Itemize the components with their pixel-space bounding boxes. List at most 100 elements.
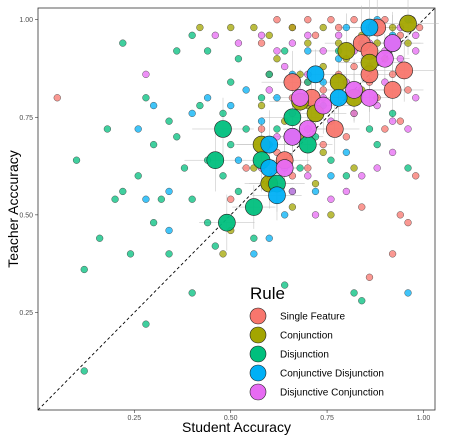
point-disjunction xyxy=(173,47,181,55)
legend-label: Conjunction xyxy=(280,331,333,342)
point-conjunctive-disjunction xyxy=(404,289,412,297)
point-disjunction xyxy=(227,141,235,149)
mean-point-disjunctive-conjunction xyxy=(360,88,379,107)
point-disjunctive-conjunction xyxy=(257,31,266,39)
point-disjunctive-conjunction xyxy=(288,39,296,47)
point-disjunction xyxy=(157,195,165,203)
point-disjunction xyxy=(234,55,243,63)
point-single-feature xyxy=(404,219,412,227)
point-conjunctive-disjunction xyxy=(242,86,250,94)
point-disjunction xyxy=(150,141,158,149)
point-conjunction xyxy=(319,148,327,157)
point-disjunction xyxy=(273,125,281,133)
point-conjunctive-disjunction xyxy=(304,47,312,55)
point-disjunction xyxy=(142,320,150,328)
mean-point-conjunction xyxy=(337,42,356,60)
point-disjunction xyxy=(134,172,142,180)
point-conjunctive-disjunction xyxy=(203,94,212,102)
legend-key xyxy=(249,345,267,363)
y-axis-title: Teacher Acccuracy xyxy=(5,150,21,268)
point-single-feature xyxy=(311,31,320,39)
point-conjunctive-disjunction xyxy=(165,226,173,235)
mean-point-disjunctive-conjunction xyxy=(275,159,294,177)
point-conjunctive-disjunction xyxy=(281,211,289,219)
point-conjunctive-disjunction xyxy=(142,195,150,203)
point-disjunction xyxy=(173,133,181,141)
point-disjunction xyxy=(203,47,212,55)
point-disjunction xyxy=(126,250,135,258)
mean-point-conjunctive-disjunction xyxy=(360,18,379,37)
point-single-feature xyxy=(381,125,389,133)
point-disjunction xyxy=(358,297,366,305)
mean-point-disjunctive-conjunction xyxy=(299,120,317,138)
point-conjunctive-disjunction xyxy=(257,117,266,125)
point-conjunction xyxy=(227,23,235,32)
point-disjunction xyxy=(80,265,88,274)
point-disjunctive-conjunction xyxy=(389,117,397,125)
point-single-feature xyxy=(389,250,397,258)
point-disjunctive-conjunction xyxy=(412,94,420,102)
point-conjunction xyxy=(265,31,273,39)
point-disjunction xyxy=(142,94,150,102)
point-conjunctive-disjunction xyxy=(250,250,258,258)
point-single-feature xyxy=(342,133,350,141)
point-disjunctive-conjunction xyxy=(396,55,404,63)
x-tick-label: 0.25 xyxy=(128,415,142,422)
mean-point-conjunctive-disjunction xyxy=(306,65,325,84)
point-single-feature xyxy=(242,164,250,172)
point-single-feature xyxy=(365,273,374,281)
point-conjunction xyxy=(288,23,296,32)
mean-point-disjunction xyxy=(206,151,225,170)
mean-point-disjunctive-conjunction xyxy=(383,34,402,52)
point-conjunctive-disjunction xyxy=(134,125,142,133)
point-disjunction xyxy=(342,172,350,180)
point-single-feature xyxy=(389,70,397,78)
point-disjunction xyxy=(350,289,358,297)
point-single-feature xyxy=(412,172,420,180)
point-conjunctive-disjunction xyxy=(342,23,350,32)
point-disjunctive-conjunction xyxy=(304,172,312,180)
legend-key xyxy=(249,307,267,325)
point-single-feature xyxy=(319,86,327,94)
point-single-feature xyxy=(304,16,312,24)
mean-point-conjunction xyxy=(399,14,417,33)
point-disjunction xyxy=(103,125,111,133)
point-disjunctive-conjunction xyxy=(335,31,343,39)
mean-point-conjunction xyxy=(329,73,348,91)
point-disjunction xyxy=(257,94,266,102)
mean-point-disjunction xyxy=(214,120,232,138)
point-conjunctive-disjunction xyxy=(188,109,196,117)
point-disjunction xyxy=(119,187,127,196)
point-disjunction xyxy=(227,78,235,86)
y-tick-label: 0.75 xyxy=(19,115,33,122)
legend-label: Single Feature xyxy=(280,312,345,323)
point-disjunction xyxy=(165,117,173,125)
axis-layer: 0.25 0.50 0.75 1.00 0.25 0.50 0.75 1.00 Student … xyxy=(5,17,430,435)
point-conjunctive-disjunction xyxy=(265,234,273,242)
point-disjunctive-conjunction xyxy=(404,125,412,133)
mean-point-single-feature xyxy=(383,81,402,99)
mean-point-disjunction xyxy=(299,135,317,154)
point-conjunctive-disjunction xyxy=(227,101,235,110)
point-conjunction xyxy=(196,23,204,32)
x-tick-label: 0.75 xyxy=(320,415,334,422)
y-tick-label: 1.00 xyxy=(19,17,33,24)
point-single-feature xyxy=(350,16,358,24)
point-disjunction xyxy=(119,39,127,47)
mean-point-single-feature xyxy=(395,61,413,80)
point-single-feature xyxy=(327,16,335,24)
point-disjunction xyxy=(365,125,374,133)
point-disjunction xyxy=(180,164,189,172)
point-disjunction xyxy=(196,101,204,110)
point-conjunctive-disjunction xyxy=(150,101,158,110)
point-single-feature xyxy=(257,39,266,47)
point-disjunctive-conjunction xyxy=(311,211,320,219)
point-disjunctive-conjunction xyxy=(412,31,420,39)
point-disjunction xyxy=(188,31,196,39)
mean-point-conjunctive-disjunction xyxy=(329,88,348,107)
point-conjunctive-disjunction xyxy=(165,187,173,196)
legend-label: Conjunctive Disjunction xyxy=(280,369,384,380)
point-disjunctive-conjunction xyxy=(281,62,289,71)
point-single-feature xyxy=(396,211,404,219)
